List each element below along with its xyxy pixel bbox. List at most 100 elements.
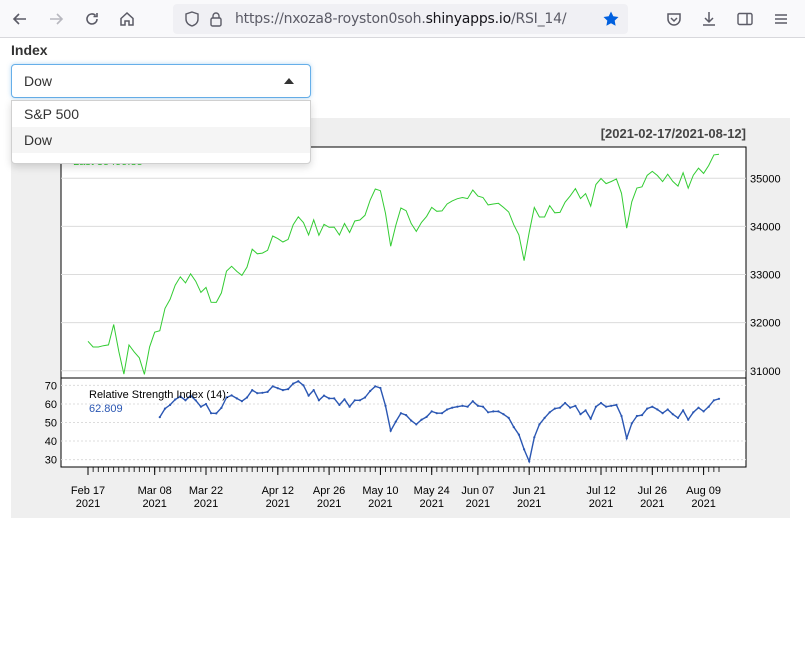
- url-text[interactable]: https://nxoza8-royston0soh.shinyapps.io/…: [235, 11, 567, 27]
- option-dow[interactable]: Dow: [12, 127, 310, 153]
- shiny-app: Index Dow S&P 500 Dow 31000 32000 33000 340…: [0, 38, 805, 647]
- x-tick-year: 2021: [317, 498, 341, 510]
- price-series-line: [87, 153, 720, 375]
- rsi-point: [210, 412, 213, 415]
- rsi-tick-label: 70: [45, 380, 57, 392]
- star-icon[interactable]: [602, 10, 620, 28]
- rsi-point: [251, 389, 254, 392]
- rsi-point: [163, 407, 167, 410]
- caret-up-icon: [284, 78, 294, 84]
- rsi-tick-label: 40: [45, 436, 57, 448]
- forward-button[interactable]: [44, 7, 68, 31]
- reload-button[interactable]: [80, 7, 104, 31]
- rsi-point: [435, 412, 438, 415]
- rsi-point: [558, 406, 562, 409]
- rsi-point: [712, 399, 716, 402]
- x-tick-year: 2021: [194, 498, 218, 510]
- menu-button[interactable]: [769, 7, 793, 31]
- rsi-point: [589, 417, 592, 420]
- rsi-point: [245, 396, 249, 399]
- rsi-point: [220, 406, 223, 409]
- rsi-point: [528, 460, 531, 463]
- url-path: /RSI_14/: [510, 11, 567, 27]
- rsi-point: [446, 408, 449, 411]
- rsi-point: [312, 389, 315, 392]
- rsi-point: [538, 423, 541, 426]
- reload-icon: [86, 13, 98, 25]
- rsi-point: [353, 399, 356, 402]
- x-tick-label: Jun 21: [513, 485, 546, 497]
- rsi-point: [287, 388, 290, 391]
- rsi-point: [425, 415, 428, 418]
- rsi-last-value: 62.809: [89, 403, 123, 415]
- sidebar-button[interactable]: [733, 7, 757, 31]
- rsi-point: [204, 402, 208, 406]
- rsi-point: [215, 412, 218, 415]
- rsi-point: [184, 399, 187, 402]
- rsi-point: [466, 405, 469, 408]
- rsi-point: [620, 414, 623, 418]
- rsi-point: [399, 412, 402, 415]
- pocket-button[interactable]: [662, 7, 686, 31]
- x-tick-year: 2021: [419, 498, 443, 510]
- rsi-point: [512, 426, 515, 429]
- rsi-tick-label: 50: [45, 418, 57, 430]
- index-select-value: Dow: [24, 73, 53, 89]
- rsi-point: [271, 385, 274, 388]
- price-tick-label: 34000: [750, 221, 781, 233]
- rsi-point: [415, 423, 418, 426]
- downloads-button[interactable]: [697, 7, 721, 31]
- rsi-point: [266, 390, 269, 393]
- hamburger-icon: [775, 14, 787, 24]
- rsi-point: [389, 429, 392, 432]
- rsi-point: [687, 418, 690, 421]
- x-tick-year: 2021: [368, 498, 392, 510]
- rsi-point: [702, 410, 705, 413]
- pocket-icon: [667, 13, 681, 26]
- rsi-point: [174, 398, 177, 401]
- rsi-point: [410, 419, 413, 422]
- shield-icon[interactable]: [183, 10, 201, 28]
- rsi-point: [225, 396, 228, 399]
- rsi-point: [661, 412, 664, 415]
- rsi-point: [394, 420, 397, 423]
- rsi-point: [451, 406, 454, 409]
- rsi-point: [599, 401, 603, 405]
- x-tick-year: 2021: [76, 498, 100, 510]
- rsi-point: [635, 414, 639, 418]
- option-sp500[interactable]: S&P 500: [24, 106, 80, 122]
- rsi-point: [374, 385, 377, 388]
- rsi-point: [594, 405, 598, 408]
- url-bar[interactable]: https://nxoza8-royston0soh.shinyapps.io/…: [173, 4, 628, 34]
- back-button[interactable]: [8, 7, 32, 31]
- home-button[interactable]: [115, 7, 139, 31]
- rsi-point: [281, 389, 284, 392]
- rsi-point: [697, 406, 700, 409]
- index-label: Index: [11, 42, 48, 58]
- x-tick-year: 2021: [640, 498, 664, 510]
- price-tick-label: 32000: [750, 318, 781, 330]
- rsi-point: [630, 422, 633, 425]
- lock-icon[interactable]: [207, 10, 225, 28]
- x-tick-year: 2021: [466, 498, 490, 510]
- x-tick-label: Feb 17: [71, 485, 105, 497]
- rsi-point: [676, 416, 680, 419]
- price-tick-label: 35000: [750, 173, 781, 185]
- rsi-point: [502, 413, 505, 416]
- rsi-point: [517, 433, 520, 436]
- rsi-point: [569, 406, 572, 409]
- rsi-point: [317, 399, 320, 402]
- rsi-point: [297, 380, 300, 383]
- rsi-point: [158, 416, 161, 419]
- rsi-point: [605, 405, 608, 408]
- rsi-point: [553, 407, 556, 410]
- rsi-point: [384, 404, 387, 407]
- rsi-point: [430, 410, 433, 413]
- chart-plot-area: 31000 32000 33000 34000 35000 30 40 50 60 70 Feb…: [11, 118, 790, 518]
- rsi-point: [492, 410, 495, 413]
- rsi-point: [656, 408, 659, 411]
- rsi-point: [692, 411, 695, 414]
- rsi-title: Relative Strength Index (14):: [89, 389, 229, 401]
- index-select[interactable]: Dow: [11, 64, 311, 98]
- rsi-point: [358, 399, 361, 402]
